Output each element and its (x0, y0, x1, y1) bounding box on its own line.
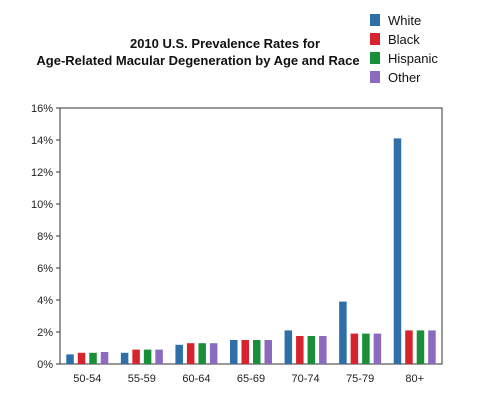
bar-black-70-74 (296, 336, 304, 364)
x-tick-label: 75-79 (346, 373, 374, 385)
y-tick-label: 10% (31, 199, 53, 211)
bar-white-70-74 (284, 330, 293, 364)
y-tick-label: 2% (37, 327, 53, 339)
legend: White Black Hispanic Other (370, 13, 438, 85)
bar-black-75-79 (350, 333, 359, 364)
bar-white-65-69 (230, 340, 238, 364)
x-axis: 50-54 55-59 60-64 65-69 70-74 75-79 80+ (73, 373, 424, 385)
y-tick-label: 12% (31, 167, 53, 179)
x-tick-label: 80+ (405, 373, 424, 385)
bar-hispanic-50-54 (89, 352, 97, 364)
bar-black-65-69 (241, 340, 249, 364)
x-tick-label: 55-59 (128, 373, 156, 385)
bar-hispanic-55-59 (143, 349, 152, 364)
bars-group (66, 138, 436, 364)
bar-other-75-79 (373, 333, 382, 364)
bar-other-50-54 (100, 352, 109, 364)
y-tick-label: 16% (31, 103, 53, 115)
bar-other-80+ (428, 330, 436, 364)
bar-black-80+ (405, 330, 413, 364)
bar-white-50-54 (66, 354, 74, 364)
y-tick-label: 8% (37, 231, 53, 243)
bar-white-55-59 (120, 352, 129, 364)
x-tick-label: 50-54 (73, 373, 101, 385)
y-axis: 0% 2% 4% 6% 8% 10% 12% 14% 16% (31, 103, 60, 371)
y-tick-label: 0% (37, 359, 53, 371)
bar-black-55-59 (132, 349, 140, 364)
bar-other-70-74 (319, 336, 327, 364)
x-tick-label: 70-74 (292, 373, 320, 385)
chart-title-line-2: Age-Related Macular Degeneration by Age … (36, 53, 359, 68)
bar-hispanic-70-74 (307, 336, 316, 364)
bar-white-80+ (393, 138, 402, 364)
legend-swatch-hispanic (370, 52, 380, 64)
y-tick-label: 6% (37, 263, 53, 275)
bar-hispanic-75-79 (362, 333, 370, 364)
x-tick-label: 65-69 (237, 373, 265, 385)
bar-hispanic-80+ (416, 330, 425, 364)
y-tick-label: 14% (31, 135, 53, 147)
legend-swatch-white (370, 14, 380, 26)
chart-title-line-1: 2010 U.S. Prevalence Rates for (130, 36, 320, 51)
bar-other-55-59 (155, 349, 163, 364)
bar-black-60-64 (186, 343, 195, 364)
bar-black-50-54 (77, 352, 86, 364)
plot-frame (59, 107, 443, 365)
legend-label-hispanic: Hispanic (388, 51, 438, 66)
bar-hispanic-60-64 (198, 343, 206, 364)
legend-swatch-other (370, 71, 380, 83)
bar-white-75-79 (339, 301, 347, 364)
legend-label-white: White (388, 13, 421, 28)
bar-other-65-69 (264, 340, 272, 364)
x-tick-label: 60-64 (182, 373, 210, 385)
bar-white-60-64 (175, 344, 183, 364)
legend-label-other: Other (388, 70, 421, 85)
bar-other-60-64 (209, 343, 218, 364)
bar-hispanic-65-69 (253, 340, 261, 364)
legend-swatch-black (370, 33, 380, 45)
y-tick-label: 4% (37, 295, 53, 307)
legend-label-black: Black (388, 32, 420, 47)
